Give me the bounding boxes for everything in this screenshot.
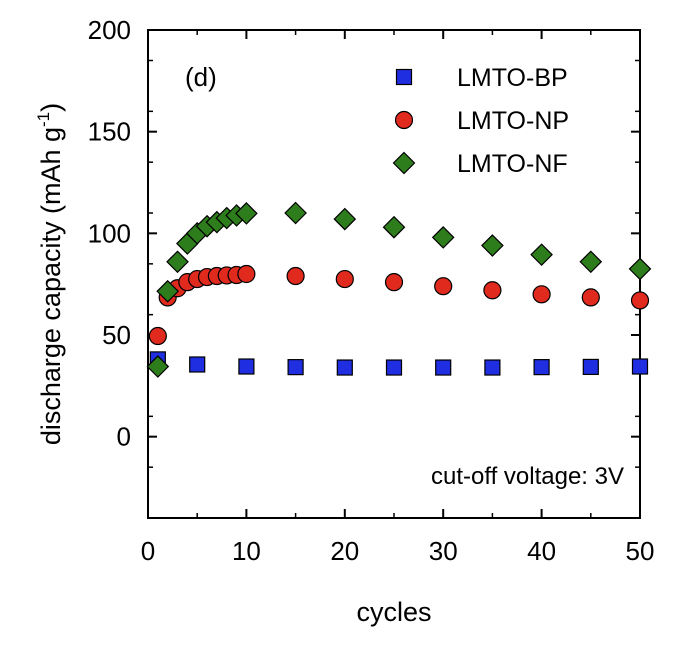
data-point-lmto-np: [384, 273, 404, 292]
data-point-lmto-bp: [435, 359, 452, 376]
y-tick-label: 0: [117, 422, 131, 452]
tick-labels: 0 10 20 30 40 50 0 50 100 150 200: [88, 15, 655, 566]
legend-marker-lmto-bp: [395, 68, 413, 86]
axis-ticks: [147, 29, 641, 519]
data-point-lmto-bp: [287, 359, 304, 376]
legend-label-lmto-np: LMTO-NP: [457, 107, 569, 135]
data-point-lmto-np: [148, 326, 167, 346]
data-point-lmto-nf: [481, 234, 504, 257]
data-point-lmto-bp: [533, 359, 550, 376]
data-point-lmto-nf: [579, 250, 603, 274]
y-axis-title-close: ): [36, 103, 66, 112]
data-point-lmto-nf: [628, 257, 652, 281]
legend-label-lmto-nf: LMTO-NF: [457, 150, 568, 178]
x-tick-label: 50: [626, 536, 655, 566]
x-tick-label: 20: [330, 536, 359, 566]
data-point-lmto-np: [237, 264, 256, 284]
data-point-lmto-nf: [530, 243, 553, 267]
data-point-lmto-nf: [284, 201, 307, 225]
x-tick-label: 0: [141, 536, 155, 566]
data-point-lmto-np: [581, 288, 600, 307]
y-tick-label: 100: [88, 218, 131, 248]
data-point-lmto-nf: [166, 250, 189, 274]
data-point-lmto-nf: [235, 202, 258, 225]
data-point-lmto-bp: [189, 356, 206, 373]
y-tick-label: 50: [102, 320, 131, 350]
data-point-lmto-bp: [631, 358, 649, 375]
annotation-cutoff-voltage: cut-off voltage: 3V: [431, 463, 624, 490]
data-point-lmto-bp: [582, 358, 599, 376]
x-tick-label: 30: [429, 536, 458, 566]
data-point-lmto-nf: [431, 226, 455, 249]
legend: LMTO-BP LMTO-NP LMTO-NF: [392, 64, 569, 178]
data-point-lmto-bp: [385, 359, 403, 376]
legend-marker-lmto-np: [394, 110, 414, 130]
data-point-lmto-nf: [382, 215, 406, 239]
x-tick-label: 10: [232, 536, 261, 566]
x-tick-label: 40: [527, 536, 556, 566]
y-axis-title-sup: -1: [34, 112, 53, 127]
data-point-lmto-bp: [484, 359, 501, 376]
data-point-lmto-np: [630, 291, 650, 310]
data-point-lmto-np: [335, 269, 354, 289]
data-point-lmto-nf: [156, 279, 180, 303]
data-point-lmto-nf: [333, 207, 357, 231]
x-axis-title: cycles: [356, 597, 431, 627]
data-point-lmto-nf: [146, 355, 170, 378]
data-markers: [146, 201, 652, 378]
y-tick-label: 150: [88, 117, 131, 147]
y-tick-label: 200: [88, 15, 131, 45]
panel-label: (d): [185, 62, 217, 92]
data-point-lmto-bp: [238, 358, 255, 375]
data-point-lmto-bp: [336, 359, 353, 376]
y-axis-title-main: discharge capacity (mAh g: [36, 127, 66, 445]
data-point-lmto-np: [532, 285, 551, 304]
legend-marker-lmto-nf: [392, 151, 416, 175]
data-point-lmto-np: [434, 277, 453, 296]
legend-label-lmto-bp: LMTO-BP: [457, 64, 568, 92]
data-point-lmto-np: [483, 281, 502, 300]
y-axis-title: discharge capacity (mAh g-1): [34, 103, 66, 445]
data-point-lmto-np: [286, 266, 305, 286]
